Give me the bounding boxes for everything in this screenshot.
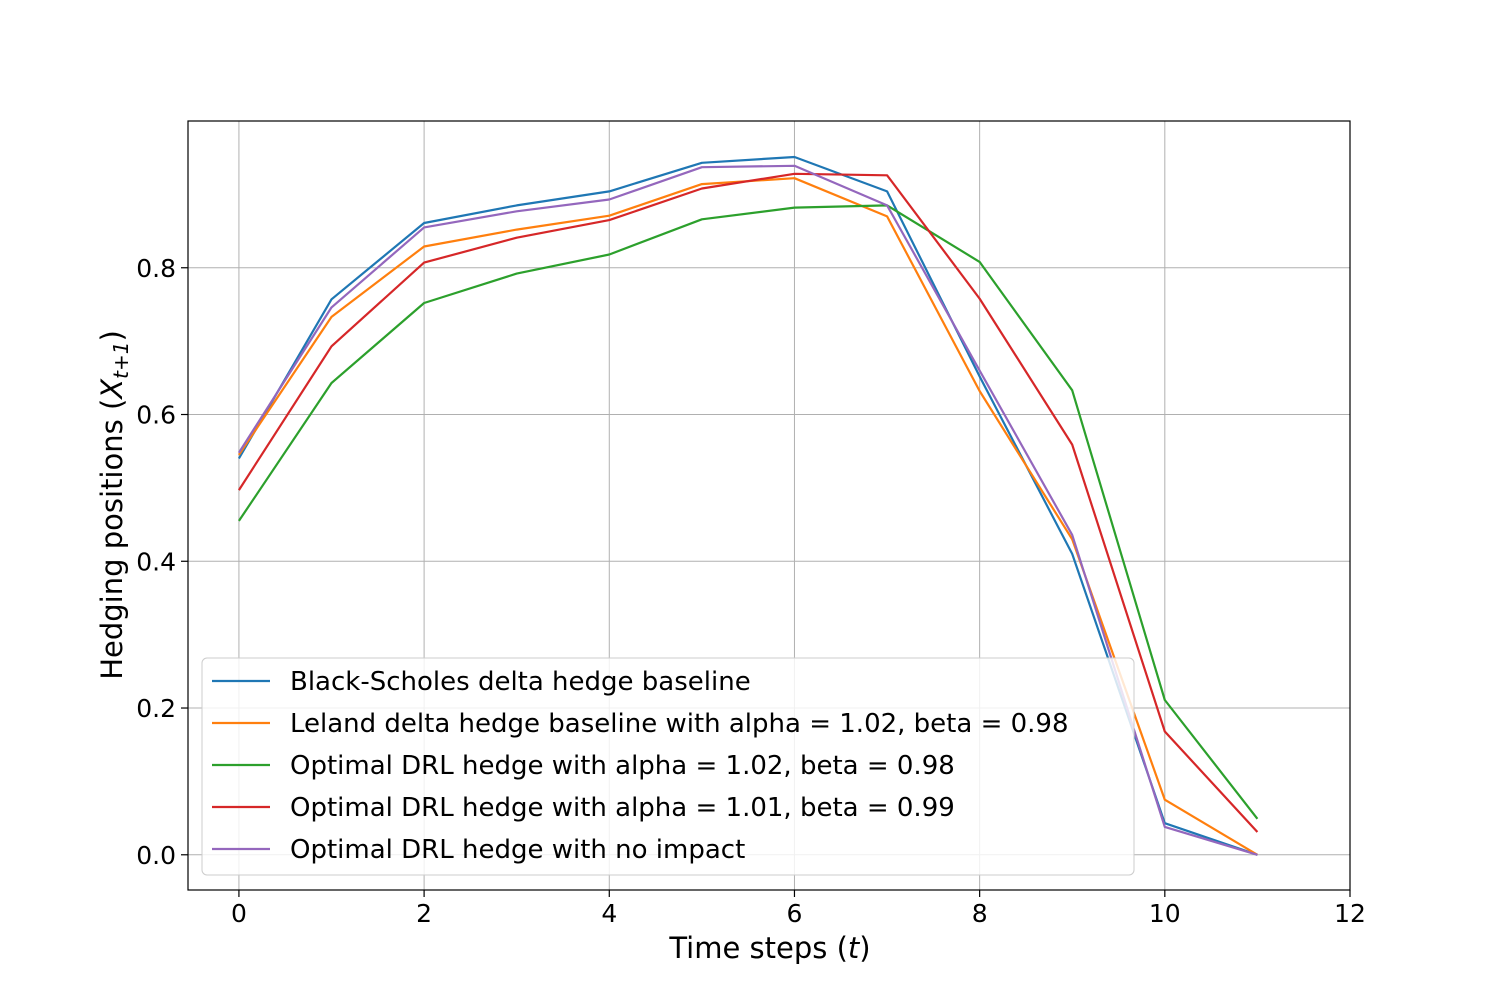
x-axis-ticks: 0 2 4 6 8 10 12: [231, 890, 1366, 928]
y-tick-label: 0.2: [136, 694, 176, 723]
series-line-5: [237, 164, 1258, 856]
series-line-1: [237, 155, 1258, 856]
series-line-3: [237, 204, 1259, 820]
y-tick-label: 0.0: [136, 841, 176, 870]
x-tick-label: 2: [416, 899, 432, 928]
x-tick-label: 12: [1334, 899, 1366, 928]
legend-label-1: Black-Scholes delta hedge baseline: [290, 667, 751, 697]
x-tick-label: 6: [787, 899, 803, 928]
x-tick-label: 8: [972, 899, 988, 928]
legend-label-4: Optimal DRL hedge with alpha = 1.01, bet…: [290, 793, 955, 823]
y-tick-label: 0.6: [136, 401, 176, 430]
legend-box: [201, 657, 1135, 876]
legend-label-3: Optimal DRL hedge with alpha = 1.02, bet…: [290, 751, 955, 781]
series-layer: [237, 155, 1259, 856]
legend-label-5: Optimal DRL hedge with no impact: [290, 835, 745, 865]
y-axis-ticks: 0.0 0.2 0.4 0.6 0.8: [136, 254, 188, 870]
x-axis-label: Time steps (t): [668, 931, 870, 965]
y-tick-label: 0.4: [136, 547, 176, 576]
x-tick-label: 10: [1149, 899, 1181, 928]
x-tick-label: 0: [231, 899, 247, 928]
legend-label-2: Leland delta hedge baseline with alpha =…: [290, 709, 1069, 739]
legend: Black-Scholes delta hedge baseline Leland…: [201, 657, 1135, 876]
y-axis-label: Hedging positions (Xt+1): [95, 330, 133, 680]
series-line-4: [237, 172, 1259, 833]
plot-frame: [187, 120, 1351, 891]
y-tick-label: 0.8: [136, 254, 176, 283]
x-tick-label: 4: [601, 899, 617, 928]
